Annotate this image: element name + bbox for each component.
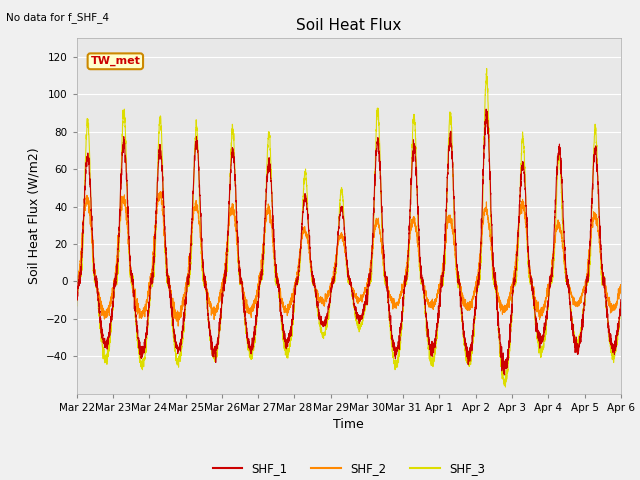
SHF_3	[440, 266, 448, 272]
Line: SHF_3: SHF_3	[77, 69, 621, 387]
SHF_2	[156, 189, 164, 194]
Text: TW_met: TW_met	[90, 56, 140, 66]
SHF_1	[483, 106, 490, 112]
SHF_3	[483, 66, 490, 72]
Y-axis label: Soil Heat Flux (W/m2): Soil Heat Flux (W/m2)	[28, 148, 40, 284]
SHF_1	[73, 292, 81, 298]
SHF_3	[617, 300, 625, 306]
SHF_2	[441, 249, 449, 254]
SHF_3	[616, 309, 624, 315]
SHF_2	[471, 286, 479, 291]
SHF_3	[471, 318, 479, 324]
SHF_3	[328, 280, 336, 286]
SHF_1	[502, 360, 509, 365]
X-axis label: Time: Time	[333, 418, 364, 431]
Text: No data for f_SHF_4: No data for f_SHF_4	[6, 12, 109, 23]
SHF_3	[502, 384, 509, 390]
SHF_1	[500, 372, 508, 378]
SHF_2	[502, 308, 509, 314]
SHF_1	[171, 332, 179, 337]
SHF_3	[502, 372, 509, 378]
Legend: SHF_1, SHF_2, SHF_3: SHF_1, SHF_2, SHF_3	[208, 457, 490, 480]
SHF_2	[174, 323, 182, 329]
SHF_2	[616, 286, 624, 292]
SHF_3	[73, 303, 81, 309]
SHF_2	[329, 277, 337, 283]
SHF_1	[440, 248, 448, 254]
SHF_2	[171, 306, 179, 312]
Title: Soil Heat Flux: Soil Heat Flux	[296, 18, 401, 33]
SHF_1	[617, 297, 625, 302]
SHF_1	[616, 304, 624, 310]
SHF_2	[73, 286, 81, 292]
SHF_3	[171, 346, 179, 351]
Line: SHF_2: SHF_2	[77, 192, 621, 326]
SHF_1	[471, 316, 479, 322]
Line: SHF_1: SHF_1	[77, 109, 621, 375]
SHF_1	[328, 278, 336, 284]
SHF_2	[617, 290, 625, 296]
